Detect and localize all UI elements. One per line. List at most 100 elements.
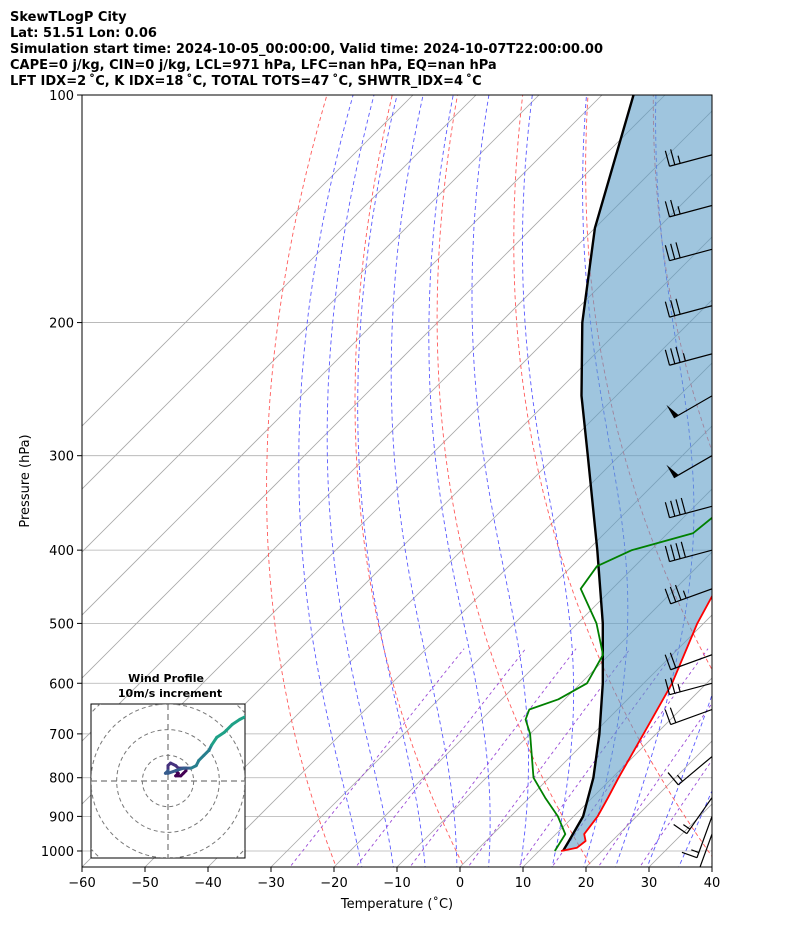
- wind-barb-feather: [675, 242, 681, 259]
- wind-barb-feather: [664, 679, 671, 695]
- mixing-ratio-line: [355, 648, 526, 867]
- dry-adiabat-line: [718, 78, 794, 870]
- wind-barb-feather: [670, 348, 676, 364]
- x-tick-label: −50: [131, 876, 158, 891]
- x-tick-label: −20: [320, 876, 347, 891]
- hodograph-trace-segment: [291, 704, 301, 709]
- wind-barb-staff: [686, 797, 712, 835]
- wind-barb-flag: [666, 404, 679, 418]
- y-tick-label: 800: [49, 772, 74, 787]
- mixing-ratio-line: [289, 648, 465, 867]
- isotherm-line: [82, 95, 603, 616]
- chart-header: SkewTLogP City Lat: 51.51 Lon: 0.06 Simu…: [10, 10, 603, 89]
- isotherm-line: [270, 425, 712, 867]
- hodograph: Wind Profile 10m/s increment: [90, 672, 335, 859]
- wind-barb-staff: [673, 455, 712, 479]
- wind-barb-staff: [669, 305, 712, 318]
- wind-barb-half-feather: [691, 868, 699, 871]
- dewpoint-profile-line: [524, 516, 712, 852]
- hodograph-trace-segment: [276, 712, 284, 715]
- wind-barb-staff: [670, 654, 712, 671]
- wind-barb-feather: [680, 541, 687, 558]
- isotherm-line: [522, 677, 712, 867]
- y-tick-label: 900: [49, 810, 74, 825]
- wind-barb-feather: [669, 652, 677, 669]
- isotherm-line: [333, 488, 712, 867]
- y-tick-label: 700: [49, 728, 74, 743]
- wind-barb-half-feather: [682, 590, 687, 599]
- hodograph-title: Wind Profile: [128, 672, 204, 685]
- x-tick-label: −10: [383, 876, 410, 891]
- wind-barb-staff: [670, 708, 712, 726]
- y-tick-label: 600: [49, 677, 74, 692]
- wind-barb-feather: [670, 243, 676, 260]
- wind-barb-feather: [670, 149, 676, 165]
- cin-shaded-area: [561, 95, 712, 851]
- y-tick-label: 500: [49, 617, 74, 632]
- wind-barb-feather: [675, 346, 681, 363]
- header-stability: CAPE=0 j/kg, CIN=0 j/kg, LCL=971 hPa, LF…: [10, 58, 497, 73]
- header-location: Lat: 51.51 Lon: 0.06: [10, 26, 157, 41]
- wind-barb-feather: [675, 543, 681, 559]
- wind-barb-feather: [675, 499, 681, 516]
- wind-barb-feather: [670, 500, 676, 517]
- wind-barb-staff: [669, 353, 712, 366]
- wind-barb-staff: [670, 588, 712, 605]
- wind-barb-feather: [680, 497, 687, 514]
- wind-barb: [664, 149, 712, 167]
- hodograph-trace-segment: [312, 694, 322, 699]
- wind-barb-half-feather: [682, 353, 687, 362]
- plot-area: [82, 78, 794, 875]
- wind-barb-half-feather: [691, 849, 700, 854]
- wind-barb-feather: [670, 544, 676, 561]
- wind-barb-half-feather: [677, 206, 681, 215]
- wind-barb-staff: [677, 756, 712, 786]
- wind-barb: [664, 346, 712, 366]
- wind-barb-staff: [669, 549, 712, 563]
- isotherm-line: [82, 95, 477, 490]
- wind-barb: [664, 298, 712, 318]
- wind-barb-feather: [664, 150, 671, 167]
- hodograph-plot: [91, 686, 335, 858]
- wind-barb-feather: [664, 545, 671, 562]
- wind-barb-feather: [664, 502, 671, 518]
- wind-barb-half-feather: [719, 813, 727, 814]
- dry-adiabat-line: [266, 95, 337, 867]
- hodograph-trace-segment: [322, 686, 335, 694]
- x-axis-label: Temperature (˚C): [340, 896, 453, 912]
- wind-barb-half-feather: [676, 774, 683, 782]
- x-tick-label: 0: [456, 876, 464, 891]
- x-tick-label: 20: [578, 876, 595, 891]
- x-tick-label: −60: [68, 876, 95, 891]
- hodograph-trace-segment: [230, 717, 242, 727]
- x-tick-label: 40: [704, 876, 721, 891]
- hodograph-trace-segment: [258, 714, 261, 717]
- hodograph-trace-segment: [210, 735, 219, 747]
- wind-barb-feather: [682, 870, 697, 875]
- moist-adiabat-line: [428, 95, 491, 867]
- wind-barb-feather: [681, 851, 698, 859]
- y-axis-label: Pressure (hPa): [18, 434, 33, 527]
- dry-adiabat-line: [782, 78, 794, 870]
- wind-barb-feather: [670, 677, 676, 694]
- y-tick-label: 100: [49, 89, 74, 104]
- mixing-ratio-line: [551, 648, 709, 867]
- wind-barb-half-feather: [719, 826, 727, 827]
- wind-barb-feather: [664, 301, 671, 318]
- hodograph-trace-segment: [222, 723, 234, 734]
- wind-barb-feather: [664, 588, 672, 605]
- wind-barb-feather: [675, 298, 681, 315]
- wind-barb: [664, 584, 712, 605]
- axis-ticks: −60 −50 −40 −30 −20 −10 0 10 20 30 40 1000 900 800 700…: [41, 89, 720, 891]
- wind-barb-staff: [669, 505, 712, 519]
- moist-adiabat-line: [298, 95, 363, 867]
- isotherm-line: [711, 866, 712, 867]
- wind-barb-staff: [669, 204, 712, 218]
- wind-barb-feather: [669, 707, 677, 723]
- wind-barb: [667, 756, 712, 786]
- hodograph-trace-segment: [284, 709, 292, 712]
- header-times: Simulation start time: 2024-10-05_00:00:…: [10, 42, 603, 57]
- wind-barb-staff: [711, 860, 712, 864]
- x-tick-label: −40: [194, 876, 221, 891]
- wind-barb-staff: [696, 816, 712, 858]
